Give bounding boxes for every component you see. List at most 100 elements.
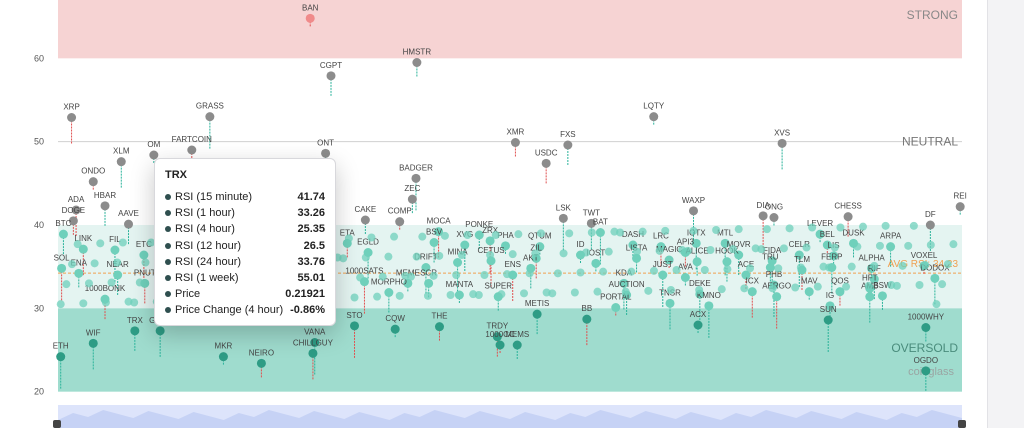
zone-label: STRONG — [907, 8, 958, 22]
background-point — [452, 271, 461, 279]
point-label: BTC — [55, 219, 71, 228]
point-label: DASH — [622, 230, 644, 239]
background-point — [746, 264, 755, 273]
background-point — [842, 282, 851, 291]
point-label: FIDA — [763, 246, 782, 255]
background-point — [469, 290, 478, 299]
data-point-lever — [815, 229, 825, 239]
bullet-icon — [165, 210, 171, 217]
tooltip-row: Price Change (4 hour) -0.86% — [165, 302, 325, 318]
point-label: AKT — [523, 253, 539, 262]
tooltip-row: RSI (24 hour) 33.76 — [165, 254, 325, 270]
background-point — [101, 298, 110, 307]
background-point — [808, 223, 817, 232]
background-point — [926, 241, 935, 249]
point-label: MTL — [717, 228, 734, 237]
data-point-link — [78, 244, 88, 254]
data-point-mina — [453, 258, 463, 267]
background-point — [802, 243, 811, 252]
background-point — [147, 238, 156, 247]
data-point-sun — [823, 315, 833, 325]
y-tick-label: 40 — [34, 220, 44, 230]
tooltip-row-value: 33.26 — [297, 207, 325, 220]
data-point-acx — [693, 320, 703, 330]
point-label: ONT — [317, 138, 334, 147]
background-point — [401, 271, 410, 280]
background-point — [124, 297, 133, 306]
point-label: KMNO — [697, 291, 721, 300]
point-label: BB — [582, 304, 593, 313]
tooltip-row: RSI (1 week) 55.01 — [165, 270, 325, 286]
point-label: 1000BONK — [85, 284, 126, 293]
point-label: MAV — [801, 277, 818, 286]
background-point — [587, 228, 596, 237]
data-point-hbar — [100, 201, 110, 211]
background-point — [378, 272, 387, 281]
point-label: BEL — [820, 230, 836, 239]
data-point-hook — [722, 257, 732, 267]
background-point — [390, 232, 399, 241]
background-point — [915, 281, 924, 289]
data-point-scr — [424, 278, 434, 288]
point-label: DF — [925, 210, 936, 219]
background-point — [717, 285, 726, 294]
data-point-xvg — [460, 240, 470, 250]
point-label: FIL — [109, 235, 121, 244]
point-label: DOGE — [62, 206, 86, 215]
point-label: HBAR — [94, 191, 116, 200]
background-point — [791, 283, 800, 292]
point-label: HFT — [862, 273, 878, 282]
point-label: IG — [826, 291, 834, 300]
data-point-ava — [680, 273, 690, 282]
point-label: SUPER — [484, 282, 512, 291]
point-label: ENS — [504, 260, 520, 269]
data-point-ong — [769, 213, 779, 222]
background-point — [429, 271, 438, 280]
data-point-ogdo — [921, 366, 931, 376]
data-point-fxs — [563, 140, 573, 150]
point-label: LINK — [74, 234, 92, 243]
data-point-ada — [71, 205, 81, 215]
point-label: USDC — [535, 148, 558, 157]
point-label: CETUS — [477, 246, 504, 255]
tooltip-row-value: 0.21921 — [285, 288, 325, 301]
data-point-neiro — [256, 358, 266, 368]
background-point — [875, 241, 884, 250]
tooltip-row-label: Price — [175, 288, 201, 301]
point-label: ARPA — [880, 232, 902, 241]
data-point-mtl — [720, 238, 730, 248]
point-label: MINA — [448, 248, 469, 257]
background-point — [898, 261, 907, 270]
scrollbar-track[interactable] — [987, 0, 1024, 428]
data-point-lista — [632, 253, 642, 263]
data-point-ont — [321, 148, 331, 158]
data-point-rif — [869, 274, 879, 284]
point-label: TRU — [762, 253, 779, 262]
point-label: AUCTION — [609, 280, 645, 289]
background-point — [79, 299, 88, 308]
data-point-hmstr — [412, 58, 422, 67]
y-tick-label: 60 — [34, 53, 44, 63]
data-point-amb — [865, 292, 875, 302]
background-point — [853, 242, 862, 251]
point-label: ONDO — [81, 167, 105, 176]
zone-label: NEUTRAL — [902, 135, 958, 149]
point-label: GRASS — [196, 102, 224, 111]
zone-label: OVERSOLD — [891, 341, 958, 355]
background-point — [373, 292, 382, 301]
data-point-meme — [403, 278, 413, 288]
data-point-sto — [350, 321, 360, 331]
point-label: THE — [431, 312, 447, 321]
data-point-ace — [741, 270, 751, 280]
data-point-twt — [586, 218, 596, 228]
data-point-just — [658, 270, 668, 280]
data-point-bb — [582, 314, 592, 324]
point-label: ETH — [53, 342, 69, 351]
data-point-bsw — [877, 291, 887, 301]
background-point — [384, 252, 393, 261]
background-point — [904, 241, 913, 250]
background-point — [56, 300, 65, 309]
bullet-icon — [165, 258, 171, 265]
background-point — [582, 248, 591, 257]
point-label: CHILLGUY — [293, 338, 334, 347]
